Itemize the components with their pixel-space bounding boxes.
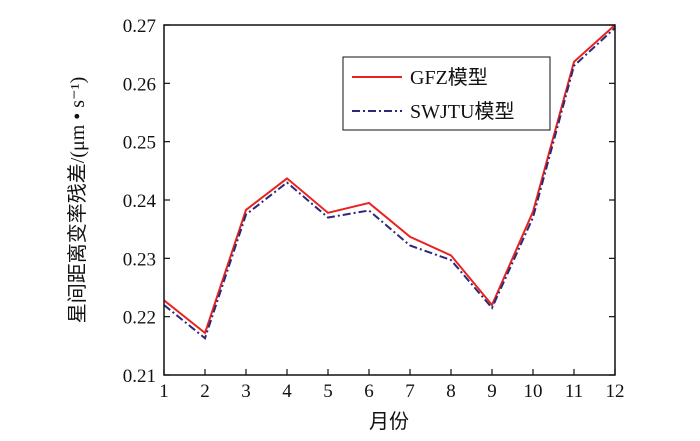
y-tick-label: 0.21 <box>123 366 156 387</box>
x-tick-label: 2 <box>200 381 210 402</box>
y-tick-label: 0.22 <box>123 308 156 329</box>
x-tick-label: 9 <box>487 381 497 402</box>
y-tick-label: 0.23 <box>123 249 156 270</box>
x-axis-label: 月份 <box>369 410 409 433</box>
x-tick-label: 7 <box>405 381 415 402</box>
y-tick-label: 0.26 <box>123 74 156 95</box>
x-tick-label: 10 <box>524 381 543 402</box>
legend-label-gfz: GFZ模型 <box>410 66 488 89</box>
y-tick-label: 0.24 <box>123 191 157 212</box>
x-tick-label: 1 <box>159 381 169 402</box>
x-tick-label: 6 <box>364 381 374 402</box>
legend: GFZ模型 SWJTU模型 <box>343 57 550 130</box>
x-tick-label: 3 <box>241 381 251 402</box>
x-tick-label: 4 <box>282 381 292 402</box>
y-tick-label: 0.25 <box>123 133 156 154</box>
y-tick-label: 0.27 <box>123 16 156 37</box>
y-axis-label: 星间距离变率残差/(μm • s⁻¹) <box>66 77 89 324</box>
x-tick-label: 5 <box>323 381 333 402</box>
x-tick-label: 11 <box>565 381 583 402</box>
x-tick-label: 12 <box>606 381 625 402</box>
legend-label-swjtu: SWJTU模型 <box>410 100 514 123</box>
x-tick-label: 8 <box>446 381 456 402</box>
